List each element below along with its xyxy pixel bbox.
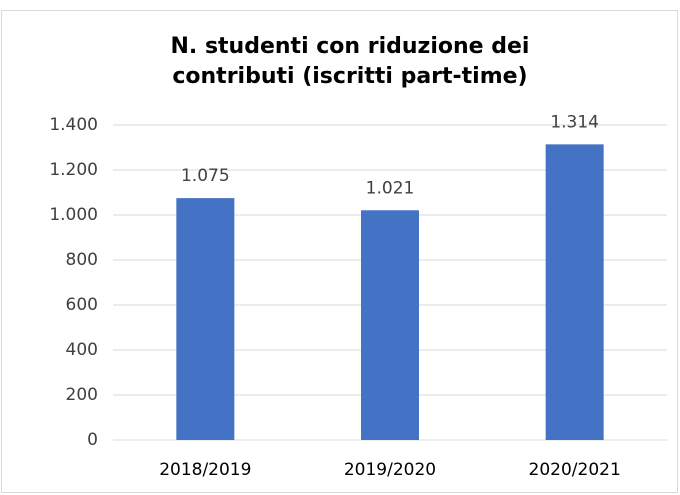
bar [361,210,419,440]
data-label: 1.314 [550,112,599,132]
y-tick-label: 1.400 [49,115,98,135]
bar [176,198,235,440]
x-tick-label: 2018/2019 [159,460,251,480]
chart-title: N. studenti con riduzione dei contributi… [170,34,530,89]
x-tick-label: 2020/2021 [529,460,621,480]
chart-border [1,10,678,493]
bar [545,144,604,440]
y-tick-label: 1.200 [49,160,98,180]
y-tick-label: 0 [87,430,98,450]
y-tick-label: 200 [66,385,98,405]
data-label: 1.021 [366,178,415,198]
y-tick-label: 400 [66,340,98,360]
data-label: 1.075 [181,166,230,186]
x-tick-label: 2019/2020 [344,460,436,480]
y-tick-label: 800 [66,250,98,270]
y-tick-label: 1.000 [49,205,98,225]
y-tick-label: 600 [66,295,98,315]
